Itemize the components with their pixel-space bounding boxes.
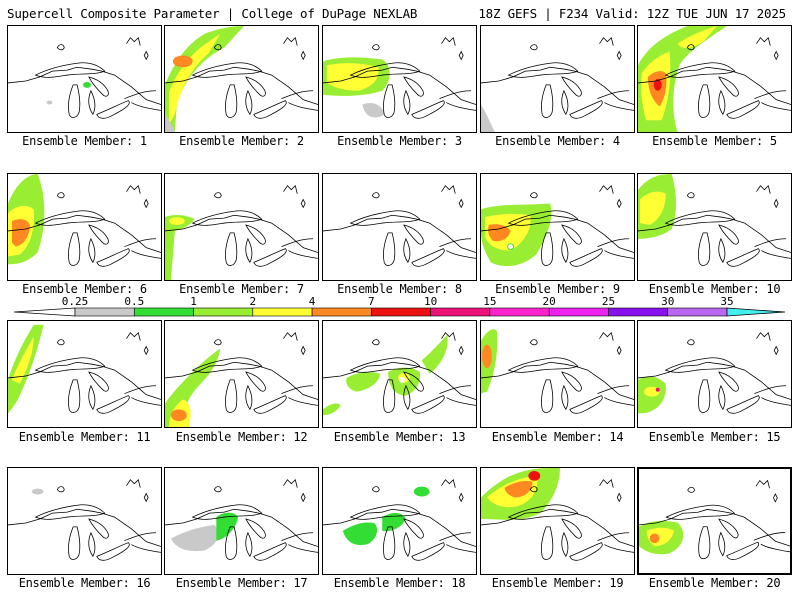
product-title: Supercell Composite Parameter | College …: [7, 6, 418, 21]
scp-colorbar: 0.25 0.5 1 2 4 7 10 15 20 25 30 35: [0, 295, 800, 325]
ensemble-member-label-20: Ensemble Member: 20: [648, 576, 781, 590]
ensemble-member-map-18: [322, 467, 477, 575]
ensemble-member-map-16: [7, 467, 162, 575]
ensemble-member-label-1: Ensemble Member: 1: [22, 134, 147, 148]
member-4-scp-field: [481, 37, 634, 132]
member-6-scp-field: [8, 174, 161, 267]
valid-time-title: 18Z GEFS | F234 Valid: 12Z TUE JUN 17 20…: [478, 6, 786, 21]
colorbar-tick-label: 10: [424, 295, 438, 308]
ensemble-member-label-19: Ensemble Member: 19: [491, 576, 624, 590]
colorbar-tick-label: 25: [601, 295, 616, 308]
ensemble-member-map-13: [322, 320, 477, 428]
member-3-scp-field: [323, 37, 476, 119]
ensemble-member-label-5: Ensemble Member: 5: [652, 134, 777, 148]
ensemble-member-map-1: [7, 25, 162, 133]
colorbar-tick-label: 0.5: [124, 295, 145, 308]
ensemble-member-map-9: [480, 173, 635, 281]
ensemble-member-map-7: [164, 173, 319, 281]
ensemble-member-map-3: [322, 25, 477, 133]
ensemble-member-label-6: Ensemble Member: 6: [22, 282, 147, 296]
ensemble-member-label-17: Ensemble Member: 17: [175, 576, 308, 590]
member-7-scp-field: [165, 185, 318, 280]
member-2-scp-field: [165, 26, 318, 132]
colorbar-tick-label: 35: [720, 295, 734, 308]
ensemble-member-label-7: Ensemble Member: 7: [179, 282, 304, 296]
ensemble-member-label-14: Ensemble Member: 14: [491, 430, 624, 444]
member-13-scp-field: [323, 332, 476, 416]
ensemble-member-label-8: Ensemble Member: 8: [337, 282, 462, 296]
ensemble-member-label-2: Ensemble Member: 2: [179, 134, 304, 148]
member-15-scp-field: [638, 332, 791, 414]
member-9-scp-field: [481, 185, 634, 267]
ensemble-member-label-12: Ensemble Member: 12: [175, 430, 308, 444]
ensemble-member-map-19: [480, 467, 635, 575]
ensemble-member-map-12: [164, 320, 319, 428]
member-5-scp-field: [638, 26, 791, 132]
ensemble-member-map-20: [637, 467, 792, 575]
ensemble-member-map-4: [480, 25, 635, 133]
colorbar-tick-label: 15: [483, 295, 497, 308]
member-20-scp-field: [639, 479, 790, 560]
ensemble-member-map-15: [637, 320, 792, 428]
ensemble-member-map-14: [480, 320, 635, 428]
ensemble-member-map-5: [637, 25, 792, 133]
map-header: Supercell Composite Parameter | College …: [0, 0, 800, 24]
ensemble-member-label-11: Ensemble Member: 11: [18, 430, 151, 444]
colorbar-strip: [13, 307, 786, 317]
colorbar-tick-label: 7: [368, 295, 375, 308]
colorbar-tick-label: 30: [661, 295, 675, 308]
member-1-scp-field: [8, 37, 161, 119]
ensemble-member-label-3: Ensemble Member: 3: [337, 134, 462, 148]
ensemble-member-map-6: [7, 173, 162, 281]
ensemble-member-label-4: Ensemble Member: 4: [495, 134, 620, 148]
member-17-scp-field: [165, 479, 318, 561]
member-19-scp-field: [481, 468, 634, 561]
ensemble-member-map-11: [7, 320, 162, 428]
colorbar-tick-label: 1: [190, 295, 197, 308]
ensemble-member-label-13: Ensemble Member: 13: [333, 430, 466, 444]
colorbar-tick-label: 20: [542, 295, 556, 308]
member-18-scp-field: [323, 479, 476, 561]
ensemble-member-map-8: [322, 173, 477, 281]
member-12-scp-field: [165, 332, 318, 427]
member-16-scp-field: [8, 479, 161, 561]
ensemble-member-label-9: Ensemble Member: 9: [495, 282, 620, 296]
member-8-scp-field: [323, 185, 476, 267]
ensemble-member-label-15: Ensemble Member: 15: [648, 430, 781, 444]
ensemble-member-label-10: Ensemble Member: 10: [648, 282, 781, 296]
ensemble-member-label-18: Ensemble Member: 18: [333, 576, 466, 590]
ensemble-member-map-10: [637, 173, 792, 281]
member-10-scp-field: [638, 174, 791, 267]
member-14-scp-field: [481, 329, 634, 414]
colorbar-tick-label: 2: [249, 295, 257, 308]
colorbar-tick-label: 0.25: [61, 295, 89, 308]
colorbar-tick-label: 4: [308, 295, 316, 308]
ensemble-member-map-2: [164, 25, 319, 133]
ensemble-member-label-16: Ensemble Member: 16: [18, 576, 151, 590]
member-11-scp-field: [8, 324, 161, 414]
ensemble-member-map-17: [164, 467, 319, 575]
